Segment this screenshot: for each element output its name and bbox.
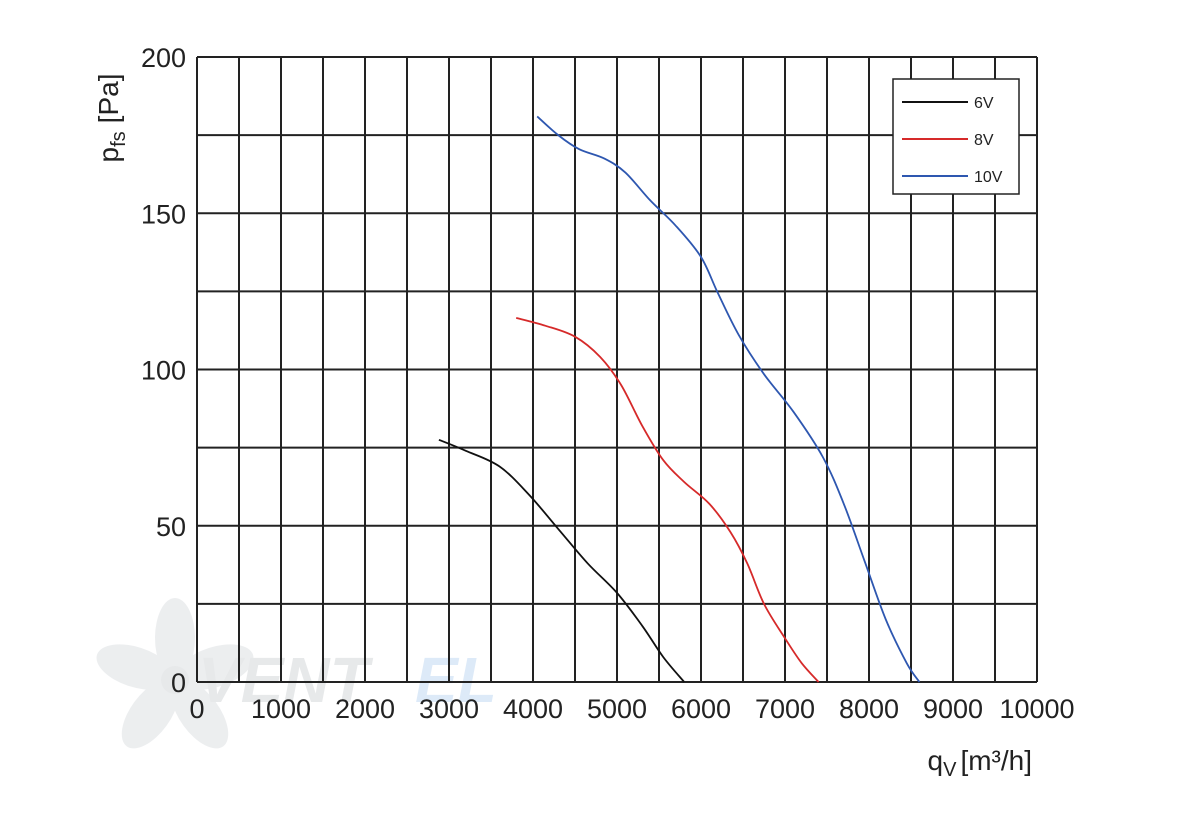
y-tick-label: 100 <box>141 356 186 386</box>
grid <box>196 56 1038 683</box>
brand-watermark: VENT EL <box>96 598 497 749</box>
watermark-brand-b: EL <box>415 644 497 716</box>
x-axis-label: qV [m³/h] <box>928 745 1032 781</box>
legend-label-10v: 10V <box>974 169 1003 186</box>
x-axis-unit: [m³/h] <box>960 745 1032 776</box>
x-tick-label: 3000 <box>419 694 479 724</box>
y-tick-label: 150 <box>141 199 186 229</box>
y-axis-symbol: p <box>93 147 124 163</box>
watermark-brand-a: VENT <box>198 644 374 716</box>
series-group <box>438 115 921 683</box>
svg-text:pfs[Pa]: pfs [Pa] <box>93 74 130 163</box>
legend: 6V 8V 10V <box>892 78 1020 195</box>
x-axis-subscript: V <box>943 759 957 781</box>
series-line-8v <box>515 317 820 683</box>
series-line-6v <box>438 438 685 683</box>
legend-label-8v: 8V <box>974 132 994 149</box>
legend-label-6v: 6V <box>974 95 994 112</box>
legend-box <box>892 78 1020 195</box>
y-axis-label: pfs [Pa] <box>93 74 130 163</box>
x-tick-label: 2000 <box>335 694 395 724</box>
series-line-10v <box>536 115 921 683</box>
x-tick-label: 8000 <box>839 694 899 724</box>
x-tick-label: 7000 <box>755 694 815 724</box>
y-tick-labels: 0 50 100 150 200 <box>141 43 186 698</box>
x-tick-label: 4000 <box>503 694 563 724</box>
y-axis-unit: [Pa] <box>93 74 124 124</box>
y-tick-label: 50 <box>156 512 186 542</box>
x-tick-label: 5000 <box>587 694 647 724</box>
x-axis-symbol: q <box>928 745 944 776</box>
fan-blade-icon <box>96 598 254 749</box>
x-tick-label: 9000 <box>923 694 983 724</box>
y-axis-subscript: fs <box>108 131 130 147</box>
x-tick-label: 1000 <box>251 694 311 724</box>
y-tick-label: 200 <box>141 43 186 73</box>
y-tick-label: 0 <box>171 668 186 698</box>
x-tick-label: 6000 <box>671 694 731 724</box>
x-tick-label: 10000 <box>999 694 1074 724</box>
x-tick-label: 0 <box>189 694 204 724</box>
x-tick-labels: 0 1000 2000 3000 4000 5000 6000 7000 8000 9000 100… <box>189 694 1074 724</box>
